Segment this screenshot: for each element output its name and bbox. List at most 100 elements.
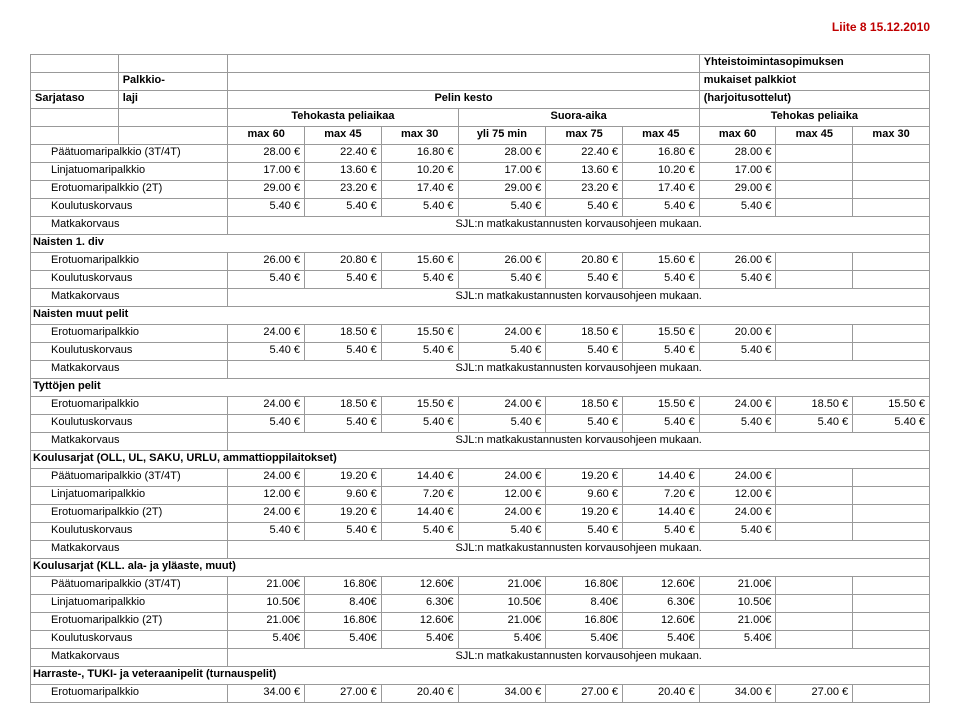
cell: 26.00 € (458, 253, 546, 271)
palkkio-l2: laji (118, 91, 228, 109)
cell: 5.40€ (622, 631, 699, 649)
table-row: Päätuomaripalkkio (3T/4T)21.00€16.80€12.… (31, 577, 930, 595)
cell: 20.00 € (699, 325, 776, 343)
cell: 18.50 € (776, 397, 853, 415)
row-label: Päätuomaripalkkio (3T/4T) (31, 145, 228, 163)
cell: 5.40 € (305, 271, 382, 289)
cell: 24.00 € (699, 397, 776, 415)
cell: 29.00 € (458, 181, 546, 199)
row-label: Matkakorvaus (31, 217, 228, 235)
palkkio-l1: Palkkio- (118, 73, 228, 91)
cell: 19.20 € (546, 505, 623, 523)
cell: 14.40 € (622, 469, 699, 487)
cell: 5.40 € (546, 343, 623, 361)
cell: 8.40€ (305, 595, 382, 613)
cell: 5.40€ (305, 631, 382, 649)
section-naistenm: Naisten muut pelit (31, 307, 930, 325)
cell: 15.50 € (381, 325, 458, 343)
cell: 26.00 € (228, 253, 305, 271)
cell: 24.00 € (228, 469, 305, 487)
cell: 6.30€ (381, 595, 458, 613)
cell: 5.40 € (699, 271, 776, 289)
cell (853, 163, 930, 181)
cell: 20.40 € (381, 685, 458, 703)
section-row: Tyttöjen pelit (31, 379, 930, 397)
cell: 34.00 € (458, 685, 546, 703)
cell: 5.40€ (699, 631, 776, 649)
cell: 5.40 € (381, 523, 458, 541)
row-label: Matkakorvaus (31, 361, 228, 379)
row-label: Matkakorvaus (31, 649, 228, 667)
table-row: Linjatuomaripalkkio12.00 €9.60 €7.20 €12… (31, 487, 930, 505)
cell (853, 487, 930, 505)
col-max45-3: max 45 (776, 127, 853, 145)
cell: 29.00 € (228, 181, 305, 199)
cell: 18.50 € (546, 397, 623, 415)
cell (776, 253, 853, 271)
cell: 5.40 € (458, 271, 546, 289)
cell (853, 145, 930, 163)
header-row-3: Sarjataso laji Pelin kesto (harjoitusott… (31, 91, 930, 109)
table-row: Erotuomaripalkkio24.00 €18.50 €15.50 €24… (31, 397, 930, 415)
cell: 5.40 € (228, 199, 305, 217)
cell: 10.20 € (622, 163, 699, 181)
cell: 20.80 € (305, 253, 382, 271)
cell: 7.20 € (381, 487, 458, 505)
cell: 5.40 € (699, 343, 776, 361)
table-row: Päätuomaripalkkio (3T/4T)24.00 €19.20 €1… (31, 469, 930, 487)
cell (853, 685, 930, 703)
cell: 5.40 € (381, 415, 458, 433)
table-row: Koulutuskorvaus5.40 €5.40 €5.40 €5.40 €5… (31, 343, 930, 361)
row-label: Erotuomaripalkkio (31, 325, 228, 343)
cell (853, 613, 930, 631)
cell: 16.80€ (305, 577, 382, 595)
cell: 5.40 € (305, 415, 382, 433)
cell: 10.20 € (381, 163, 458, 181)
cell (776, 577, 853, 595)
cell: 5.40 € (622, 523, 699, 541)
table-row: Koulutuskorvaus5.40 €5.40 €5.40 €5.40 €5… (31, 523, 930, 541)
cell (853, 253, 930, 271)
cell: 5.40 € (228, 343, 305, 361)
cell (776, 163, 853, 181)
row-label: Linjatuomaripalkkio (31, 163, 228, 181)
cell: 10.50€ (458, 595, 546, 613)
cell: 28.00 € (699, 145, 776, 163)
tehokas-label: Tehokas peliaika (699, 109, 929, 127)
cell: 17.00 € (699, 163, 776, 181)
cell: 18.50 € (546, 325, 623, 343)
table-row: Erotuomaripalkkio (2T)24.00 €19.20 €14.4… (31, 505, 930, 523)
header-row-cols: max 60 max 45 max 30 yli 75 min max 75 m… (31, 127, 930, 145)
cell (776, 469, 853, 487)
cell: 7.20 € (622, 487, 699, 505)
section-row: Koulusarjat (KLL. ala- ja yläaste, muut) (31, 559, 930, 577)
cell: 18.50 € (305, 397, 382, 415)
cell: 17.40 € (622, 181, 699, 199)
cell: 26.00 € (699, 253, 776, 271)
cell: 24.00 € (458, 505, 546, 523)
cell: 20.40 € (622, 685, 699, 703)
cell: 5.40 € (546, 271, 623, 289)
cell: 20.80 € (546, 253, 623, 271)
cell: 13.60 € (305, 163, 382, 181)
row-label: Erotuomaripalkkio (2T) (31, 505, 228, 523)
cell: 12.00 € (699, 487, 776, 505)
table-row: Koulutuskorvaus5.40 €5.40 €5.40 €5.40 €5… (31, 415, 930, 433)
cell: 21.00€ (228, 613, 305, 631)
row-label: Päätuomaripalkkio (3T/4T) (31, 469, 228, 487)
row-label: Erotuomaripalkkio (2T) (31, 181, 228, 199)
row-label: Linjatuomaripalkkio (31, 487, 228, 505)
cell: 24.00 € (458, 469, 546, 487)
cell: 17.40 € (381, 181, 458, 199)
row-label: Päätuomaripalkkio (3T/4T) (31, 577, 228, 595)
cell (853, 469, 930, 487)
cell: 19.20 € (305, 469, 382, 487)
cell (853, 505, 930, 523)
cell: 5.40 € (381, 343, 458, 361)
fee-table: Yhteistoimintasopimuksen Palkkio- mukais… (30, 54, 930, 703)
cell: 5.40 € (546, 415, 623, 433)
row-label: Koulutuskorvaus (31, 631, 228, 649)
sarjataso-label: Sarjataso (31, 91, 119, 109)
cell (853, 181, 930, 199)
section-row: Naisten 1. div (31, 235, 930, 253)
